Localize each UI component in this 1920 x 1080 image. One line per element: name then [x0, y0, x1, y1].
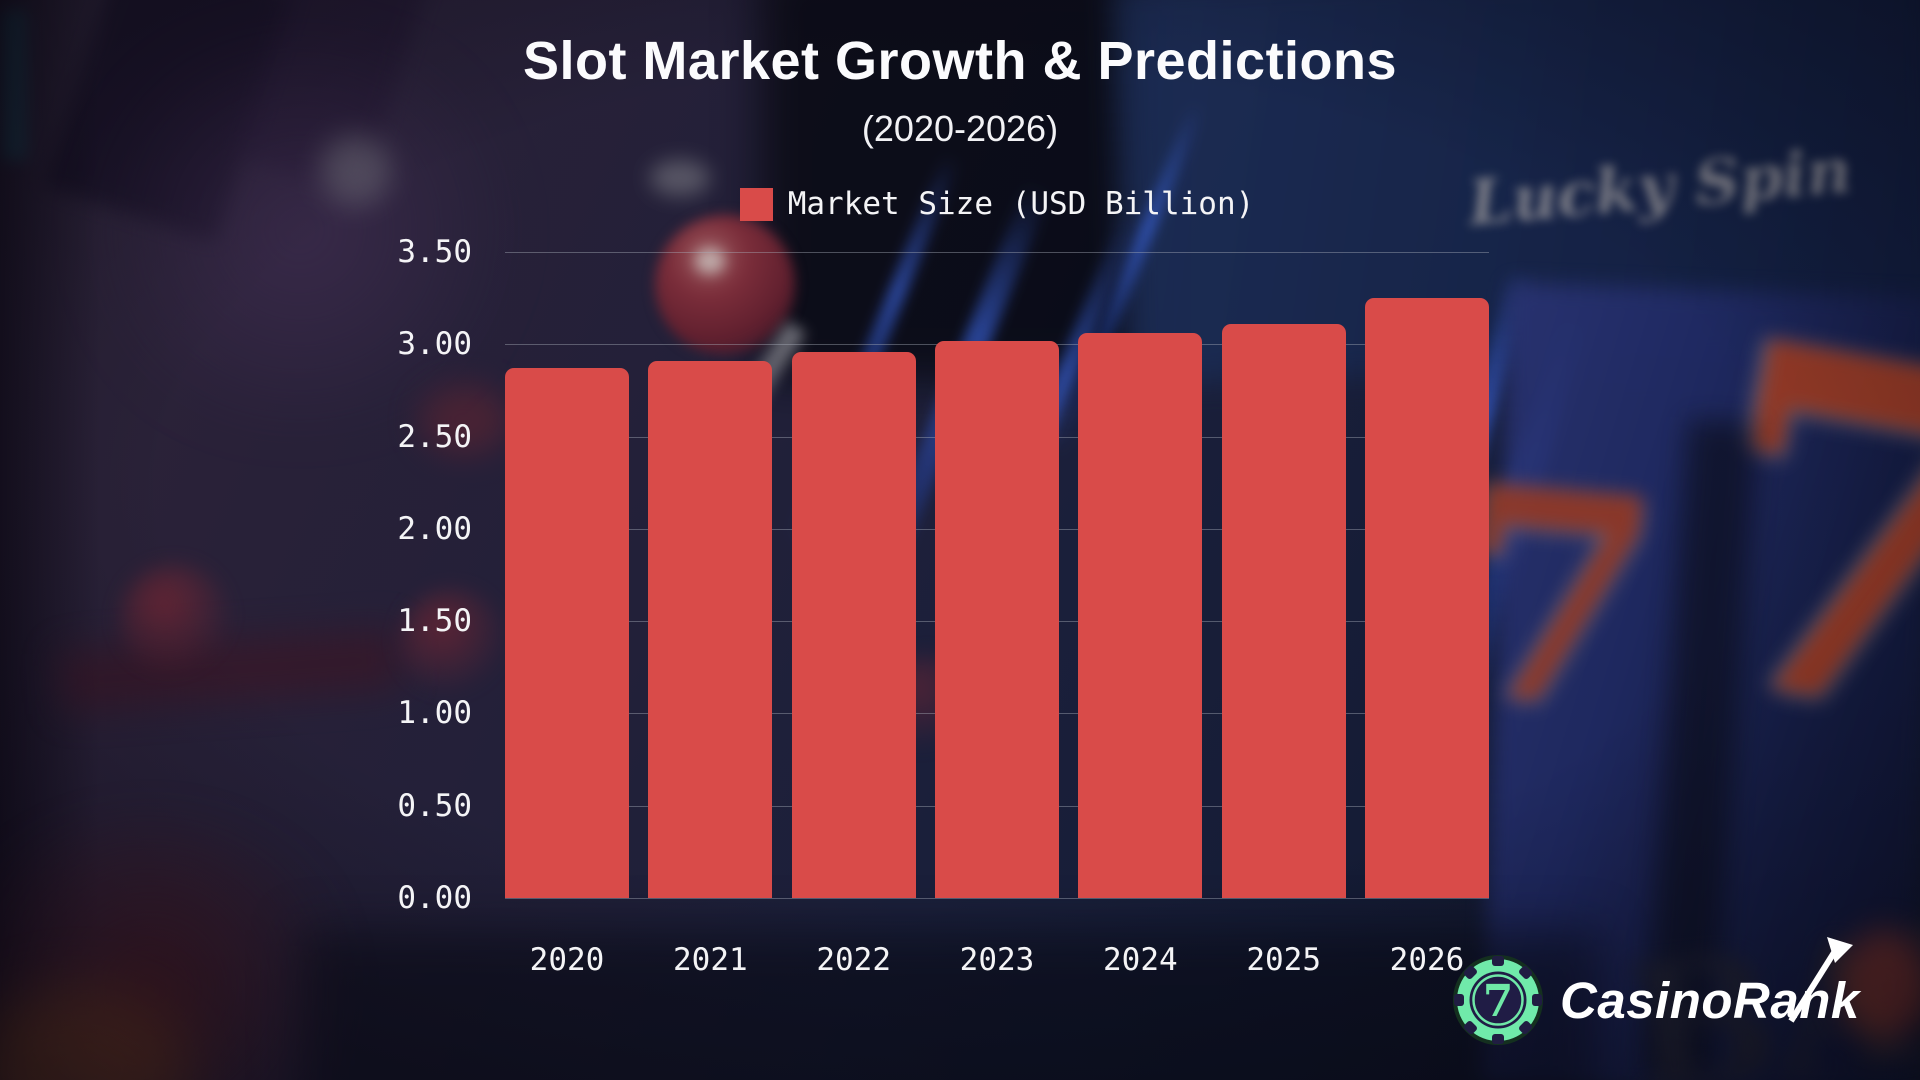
y-tick-label: 2.50	[397, 418, 472, 455]
legend-swatch	[739, 187, 773, 221]
bar-2024[interactable]	[1078, 333, 1203, 898]
plot-area: 2020 2021 2022 2023 2024 2025 2026	[505, 252, 1489, 978]
x-tick-label: 2025	[1246, 942, 1321, 978]
y-tick-label: 0.00	[397, 880, 472, 916]
chip-seven: 7	[1483, 976, 1514, 1027]
bar-2023[interactable]	[935, 340, 1059, 898]
y-tick-label: 3.00	[397, 326, 472, 363]
chart-subtitle: (2020-2026)	[861, 108, 1059, 149]
y-axis-labels: 0.00 0.50 1.00 1.50 2.00 2.50 3.00 3.50	[0, 234, 472, 916]
x-tick-label: 2026	[1389, 942, 1465, 978]
y-tick-label: 1.50	[397, 603, 472, 640]
casino-chip-icon: 7	[1453, 955, 1543, 1045]
bar-2025[interactable]	[1221, 323, 1346, 898]
bar-2021[interactable]	[648, 360, 773, 898]
x-tick-label: 2023	[959, 942, 1035, 978]
y-tick-label: 2.00	[397, 510, 472, 547]
gridline-0.00	[505, 898, 1489, 899]
casinorank-logo[interactable]: 7 CasinoRank	[1452, 936, 1860, 1050]
legend-label: Market Size (USD Billion)	[787, 186, 1255, 222]
gridline-3.50	[505, 252, 1489, 253]
chart-legend[interactable]: Market Size (USD Billion)	[505, 186, 1489, 222]
bar-2026[interactable]	[1365, 298, 1489, 898]
y-tick-label: 0.50	[397, 787, 472, 824]
growth-arrow-icon	[1788, 936, 1853, 1023]
x-tick-label: 2024	[1103, 942, 1178, 978]
chart-title: Slot Market Growth & Predictions	[522, 31, 1398, 91]
y-tick-label: 1.00	[397, 695, 472, 732]
bar-2020[interactable]	[505, 368, 629, 898]
casinorank-wordmark: CasinoRank	[1560, 936, 1860, 1030]
x-tick-label: 2021	[673, 942, 748, 978]
x-tick-label: 2020	[529, 942, 605, 978]
bar-2022[interactable]	[791, 351, 916, 898]
y-tick-label: 3.50	[397, 234, 472, 270]
x-tick-label: 2022	[816, 942, 891, 978]
